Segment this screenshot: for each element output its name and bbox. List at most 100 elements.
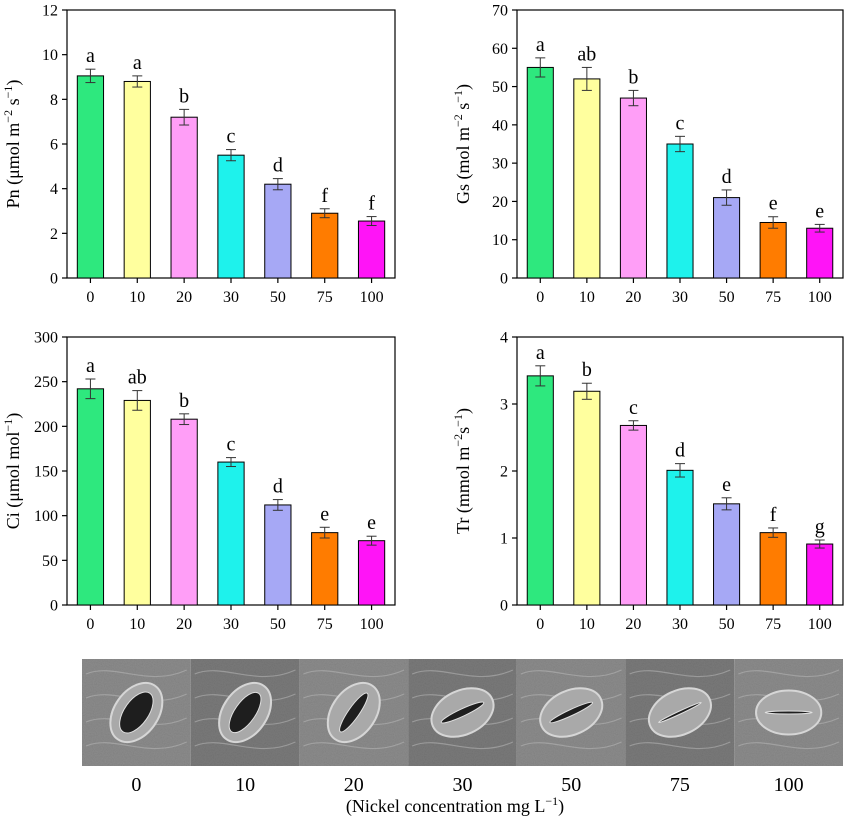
x-tick-label: 30 <box>672 289 688 306</box>
y-tick-label: 0 <box>50 271 58 288</box>
y-tick-label: 70 <box>492 3 508 20</box>
stoma <box>539 687 604 738</box>
surface-ridge <box>85 741 187 750</box>
x-tick-label: 10 <box>579 616 595 633</box>
micrograph-10: 10 <box>190 659 300 796</box>
bar-100 <box>806 227 834 279</box>
significance-label: a <box>536 342 545 364</box>
significance-label: f <box>321 185 328 207</box>
y-axis-title: Pn (μmol m−2 s−1) <box>1 80 24 209</box>
x-axis-title: (Nickel concentration mg L−1) <box>346 794 564 817</box>
y-tick-label: 250 <box>34 374 58 391</box>
y-tick-label: 50 <box>42 553 58 570</box>
surface-ridge <box>629 741 731 750</box>
significance-label: e <box>769 193 778 215</box>
y-tick-label: 30 <box>492 156 508 173</box>
significance-label: d <box>273 155 283 177</box>
x-tick-label: 75 <box>765 289 781 306</box>
y-tick-label: 100 <box>34 508 58 525</box>
y-axis-title: Gs (mol m−2 s−1) <box>451 84 474 204</box>
surface-ridge <box>520 741 622 750</box>
x-tick-label: 100 <box>360 289 384 306</box>
bar-100 <box>357 220 386 279</box>
y-tick-label: 0 <box>500 598 508 615</box>
stomatal-pore <box>339 692 369 733</box>
micrograph-0: 0 <box>82 659 191 796</box>
bar-50 <box>264 183 292 279</box>
y-tick-label: 4 <box>500 330 508 347</box>
micrograph-20: 20 <box>299 659 409 796</box>
bar-10 <box>573 78 601 279</box>
surface-ridge <box>194 669 296 678</box>
micrograph-label: 10 <box>235 774 255 796</box>
x-tick-label: 30 <box>223 289 239 306</box>
stomatal-pore <box>549 701 594 724</box>
ci-chart: 0 50 100 150 200 250 300 a 0 ab 10 b 20 c 30 d 50 e 75 e 100… <box>1 330 396 633</box>
micrograph-75: 75 <box>625 659 735 796</box>
stoma <box>755 689 823 736</box>
x-tick-label: 50 <box>270 289 286 306</box>
y-tick-label: 8 <box>50 92 58 109</box>
bar-0 <box>76 75 105 279</box>
micrograph-100: 100 <box>734 659 843 796</box>
significance-label: a <box>86 355 95 377</box>
x-tick-label: 0 <box>86 616 94 633</box>
bar-50 <box>713 503 741 606</box>
significance-label: b <box>628 66 638 88</box>
bar-30 <box>217 461 245 606</box>
significance-label: a <box>86 45 95 67</box>
x-tick-label: 100 <box>808 616 832 633</box>
significance-label: c <box>629 397 638 419</box>
y-tick-label: 0 <box>500 271 508 288</box>
significance-label: e <box>722 474 731 496</box>
micrograph-50: 50 <box>516 659 626 796</box>
surface-ridge <box>629 669 731 678</box>
surface-ridge <box>85 669 187 678</box>
x-tick-label: 20 <box>625 289 641 306</box>
significance-label: a <box>133 52 142 74</box>
significance-label: d <box>273 476 283 498</box>
y-tick-label: 2 <box>50 226 58 243</box>
x-tick-label: 50 <box>719 289 735 306</box>
significance-label: ab <box>577 43 596 65</box>
significance-label: e <box>367 512 376 534</box>
bar-50 <box>264 504 292 606</box>
stomatal-pore <box>440 701 485 724</box>
y-tick-label: 200 <box>34 419 58 436</box>
y-tick-label: 10 <box>42 47 58 64</box>
x-tick-label: 10 <box>129 289 145 306</box>
x-tick-label: 30 <box>672 616 688 633</box>
significance-label: f <box>368 193 375 215</box>
stomatal-pore <box>119 691 154 734</box>
significance-label: ab <box>128 367 147 389</box>
bar-20 <box>619 97 647 279</box>
y-tick-label: 2 <box>500 464 508 481</box>
y-tick-label: 40 <box>492 117 508 134</box>
y-tick-label: 10 <box>492 232 508 249</box>
bar-10 <box>123 399 151 606</box>
y-axis-title: Ci (μmol mol−1) <box>1 413 24 529</box>
significance-label: c <box>676 112 685 134</box>
x-tick-label: 0 <box>536 289 544 306</box>
stoma <box>326 681 381 744</box>
x-tick-label: 20 <box>176 289 192 306</box>
bar-30 <box>666 143 694 279</box>
significance-label: g <box>815 516 825 538</box>
micrograph-label: 50 <box>561 774 581 796</box>
x-tick-label: 0 <box>536 616 544 633</box>
micrograph-label: 20 <box>344 774 364 796</box>
significance-label: b <box>179 85 189 107</box>
bar-100 <box>357 540 386 606</box>
stomatal-pore <box>764 710 813 715</box>
significance-label: c <box>227 126 236 148</box>
bar-30 <box>666 469 694 606</box>
bar-75 <box>311 212 339 279</box>
x-tick-label: 75 <box>317 289 333 306</box>
bar-50 <box>713 197 741 279</box>
x-tick-label: 75 <box>317 616 333 633</box>
surface-ridge <box>738 669 840 678</box>
y-axis-title: Tr (mmol m−2s−1) <box>451 408 474 534</box>
x-tick-label: 10 <box>579 289 595 306</box>
y-tick-label: 60 <box>492 41 508 58</box>
bar-100 <box>806 543 834 606</box>
